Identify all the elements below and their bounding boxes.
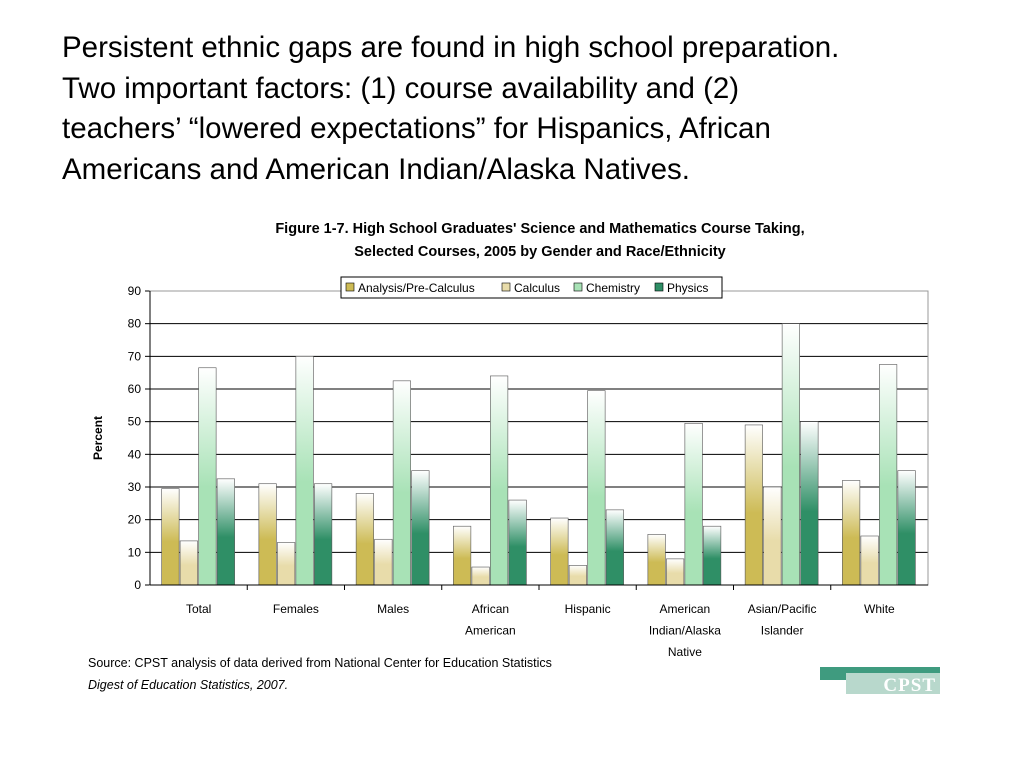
y-tick-label: 20 — [128, 513, 142, 527]
x-category-label: White — [864, 602, 895, 616]
bar-physics — [800, 421, 819, 586]
x-category-label: Males — [377, 602, 409, 616]
bar-analysis-pre-calculus — [647, 534, 666, 586]
legend-swatch — [654, 282, 664, 292]
bar-calculus — [471, 566, 490, 586]
slide-body-text: Persistent ethnic gaps are found in high… — [62, 28, 1002, 190]
source-line: Source: CPST analysis of data derived fr… — [88, 656, 552, 670]
bar-calculus — [568, 565, 587, 586]
x-category-label: Asian/Pacific Islander — [748, 602, 817, 638]
bar-chemistry — [781, 323, 800, 586]
slide-text-line: Americans and American Indian/Alaska Nat… — [62, 152, 690, 186]
legend-box — [340, 276, 723, 299]
legend-entry: Physics — [667, 281, 708, 295]
bar-analysis-pre-calculus — [550, 517, 569, 586]
bar-calculus — [666, 558, 685, 586]
y-tick-label: 50 — [128, 415, 142, 429]
legend-entry: Chemistry — [586, 281, 640, 295]
bar-physics — [411, 470, 430, 586]
axes: 0 10 20 30 40 50 60 70 80 90 Percent Total Females Ma… — [91, 284, 929, 659]
bar-physics — [508, 499, 527, 586]
logo-box: CPST — [846, 673, 940, 696]
chart-title: Figure 1-7. High School Graduates' Scien… — [150, 218, 930, 264]
slide-text-line: Persistent ethnic gaps are found in high… — [62, 31, 840, 64]
bar-analysis-pre-calculus — [258, 483, 277, 586]
y-tick-label: 70 — [128, 349, 142, 363]
bar-chemistry — [684, 422, 703, 586]
legend-entry: Calculus — [514, 281, 560, 295]
y-tick-label: 10 — [128, 545, 142, 559]
bar-chemistry — [879, 364, 898, 586]
bar-analysis-pre-calculus — [842, 480, 861, 586]
bar-chemistry — [295, 356, 314, 586]
bars — [161, 323, 916, 586]
legend-entry: Analysis/Pre-Calculus — [358, 281, 475, 295]
chart-title-line: Figure 1-7. High School Graduates' Scien… — [275, 221, 805, 237]
y-axis-title: Percent — [91, 416, 105, 460]
legend-swatch — [573, 282, 583, 292]
bar-physics — [605, 509, 624, 586]
y-tick-label: 90 — [128, 284, 142, 298]
x-category-label: Hispanic — [565, 602, 611, 616]
logo-text: CPST — [883, 675, 936, 696]
slide-text-line: teachers’ “lowered expectations” for His… — [62, 112, 771, 145]
bar-calculus — [374, 538, 393, 586]
legend-swatch — [501, 282, 511, 292]
chart-title-line: Selected Courses, 2005 by Gender and Rac… — [354, 244, 726, 260]
bar-chemistry — [392, 380, 411, 586]
y-tick-label: 40 — [128, 447, 142, 461]
slide-text-line: Two important factors: (1) course availa… — [62, 71, 740, 105]
x-category-label: Total — [186, 602, 211, 616]
x-category-label: American Indian/Alaska Native — [649, 602, 721, 659]
y-tick-label: 0 — [134, 578, 141, 592]
bar-calculus — [763, 486, 782, 586]
legend: Analysis/Pre-Calculus Calculus Chemistry Ph… — [340, 276, 723, 299]
bar-calculus — [277, 542, 296, 586]
source-line-italic: Digest of Education Statistics, 2007. — [88, 678, 289, 692]
bar-analysis-pre-calculus — [355, 493, 374, 586]
y-tick-label: 80 — [128, 317, 142, 331]
bar-physics — [897, 470, 916, 586]
y-tick-label: 30 — [128, 480, 142, 494]
y-tick-label: 60 — [128, 382, 142, 396]
bar-chemistry — [490, 375, 509, 586]
bar-physics — [703, 525, 722, 586]
bar-chemistry — [198, 367, 217, 586]
bar-chemistry — [587, 390, 606, 586]
bar-physics — [314, 483, 333, 586]
bar-analysis-pre-calculus — [744, 424, 763, 586]
bar-analysis-pre-calculus — [161, 488, 180, 586]
bar-physics — [216, 478, 235, 586]
x-category-label: African American — [465, 602, 516, 638]
source-note: Source: CPST analysis of data derived fr… — [88, 652, 552, 696]
cpst-logo: CPST — [820, 667, 940, 696]
x-category-label: Females — [273, 602, 319, 616]
legend-swatch — [345, 282, 355, 292]
bar-calculus — [179, 540, 198, 586]
bar-analysis-pre-calculus — [453, 525, 472, 586]
bar-calculus — [860, 535, 879, 586]
